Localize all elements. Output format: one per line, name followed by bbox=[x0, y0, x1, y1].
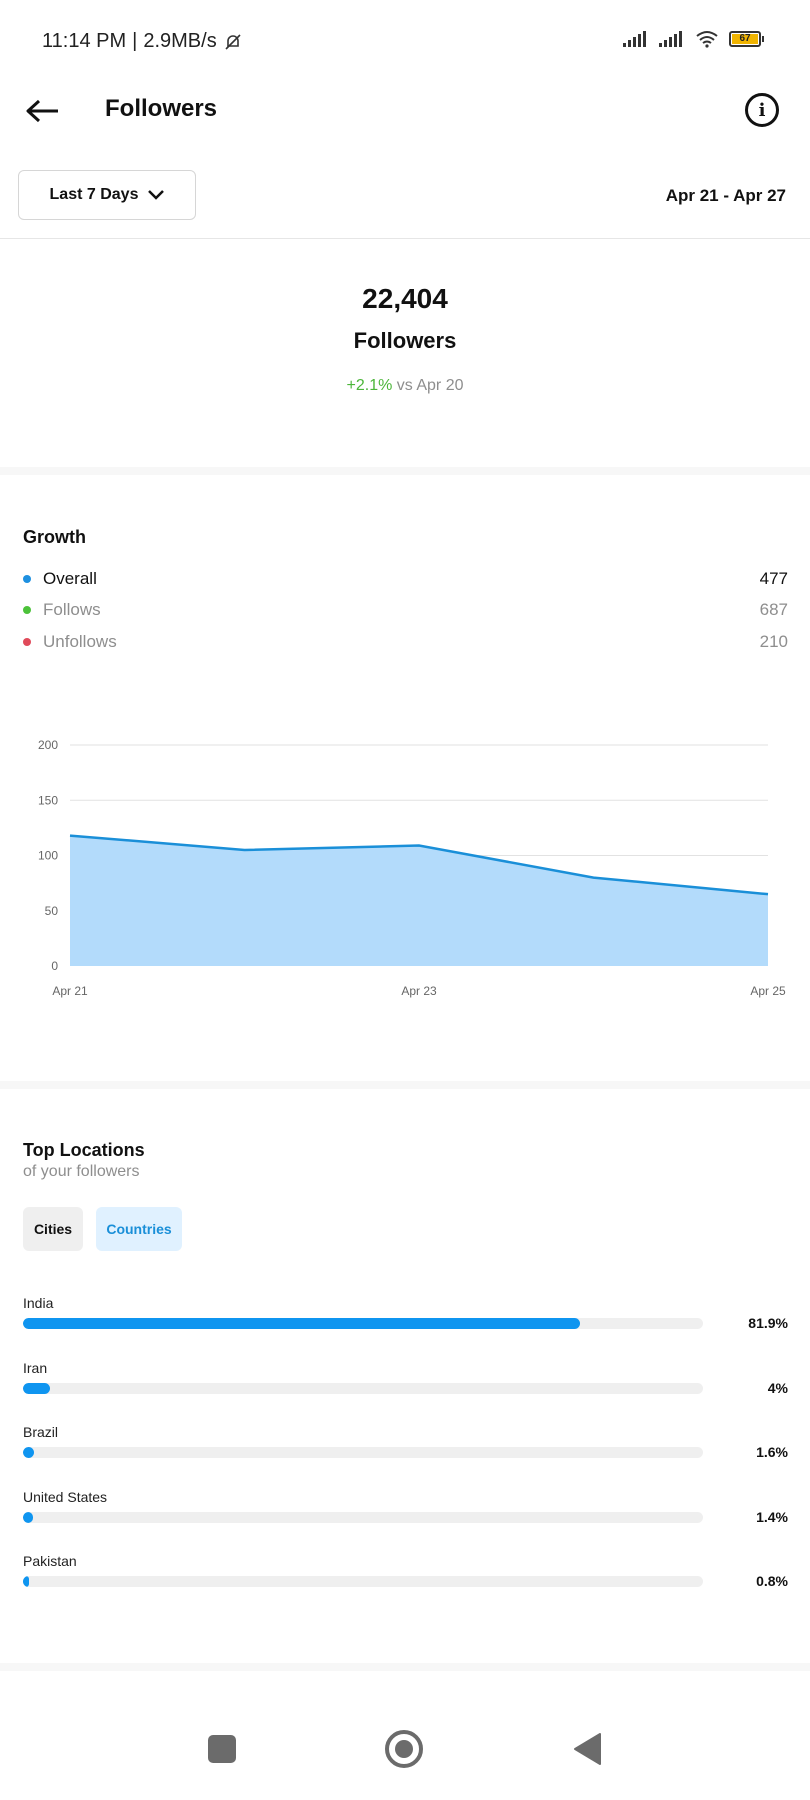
date-range-dropdown-label: Last 7 Days bbox=[49, 186, 139, 203]
legend-dot bbox=[23, 575, 31, 583]
y-tick-label: 100 bbox=[38, 849, 58, 863]
location-percent: 4% bbox=[767, 1379, 788, 1396]
battery-icon: 67 bbox=[729, 31, 764, 47]
page-title: Followers bbox=[105, 95, 218, 122]
location-name: Brazil bbox=[23, 1424, 59, 1440]
tab-countries[interactable]: Countries bbox=[96, 1207, 182, 1251]
top-locations-subtitle: of your followers bbox=[23, 1163, 140, 1180]
section-separator bbox=[0, 1081, 810, 1089]
location-bar-fill bbox=[23, 1511, 33, 1523]
section-separator bbox=[0, 467, 810, 475]
follower-count: 22,404 bbox=[362, 283, 448, 314]
legend-value: 477 bbox=[759, 569, 788, 588]
location-name: United States bbox=[23, 1488, 108, 1505]
section-separator bbox=[0, 1663, 810, 1671]
location-bar-track bbox=[23, 1318, 703, 1329]
location-bar-track bbox=[23, 1382, 703, 1394]
mute-bell-icon bbox=[225, 33, 241, 50]
info-button[interactable]: i bbox=[745, 93, 779, 127]
status-bar-right: 67 bbox=[623, 30, 764, 48]
legend-follows: Follows 687 bbox=[23, 598, 788, 622]
battery-level: 67 bbox=[732, 34, 758, 44]
x-tick-label: Apr 23 bbox=[401, 984, 437, 998]
status-bar-left: 11:14 PM | 2.9MB/s bbox=[42, 30, 243, 53]
arrow-left-icon bbox=[26, 99, 58, 123]
location-bar-fill bbox=[23, 1576, 29, 1587]
circle-home-icon bbox=[385, 1730, 423, 1768]
location-percent: 81.9% bbox=[748, 1315, 788, 1331]
growth-title: Growth bbox=[23, 527, 86, 547]
area-fill bbox=[70, 835, 768, 966]
legend-dot bbox=[23, 606, 31, 614]
legend-overall: Overall 477 bbox=[23, 567, 788, 591]
date-range-text: Apr 21 - Apr 27 bbox=[665, 186, 786, 205]
y-tick-label: 0 bbox=[51, 959, 58, 973]
x-tick-label: Apr 21 bbox=[52, 984, 88, 998]
wifi-icon bbox=[696, 31, 718, 48]
location-bar-track bbox=[23, 1576, 703, 1587]
y-tick-label: 200 bbox=[38, 738, 58, 752]
location-name: India bbox=[23, 1295, 54, 1311]
network-speed: 2.9MB/s bbox=[143, 30, 217, 52]
location-percent: 1.6% bbox=[756, 1444, 788, 1460]
nav-back-button[interactable] bbox=[572, 1732, 602, 1766]
location-bar-track bbox=[23, 1447, 703, 1458]
location-bar-fill bbox=[23, 1382, 51, 1394]
recents-button[interactable] bbox=[208, 1735, 236, 1763]
date-range-dropdown[interactable]: Last 7 Days bbox=[18, 170, 196, 220]
divider bbox=[0, 238, 810, 239]
status-separator: | bbox=[132, 30, 138, 52]
tab-cities[interactable]: Cities bbox=[23, 1207, 83, 1251]
legend-value: 210 bbox=[759, 632, 788, 651]
location-percent: 1.4% bbox=[756, 1508, 788, 1525]
follower-change: +2.1% vs Apr 20 bbox=[0, 377, 810, 395]
legend-value: 687 bbox=[759, 600, 788, 619]
legend-label: Follows bbox=[43, 600, 101, 619]
legend-dot bbox=[23, 638, 31, 646]
y-tick-label: 150 bbox=[38, 793, 58, 807]
legend-label: Unfollows bbox=[43, 632, 117, 651]
growth-chart: 0 50 100 150 200 Apr 21 Apr 23 Apr 25 bbox=[38, 738, 786, 998]
location-name: Pakistan bbox=[23, 1553, 77, 1569]
triangle-back-icon bbox=[574, 1733, 601, 1765]
signal-icon bbox=[623, 31, 646, 47]
location-name: Iran bbox=[23, 1359, 48, 1376]
home-button[interactable] bbox=[384, 1729, 424, 1769]
location-bar-track bbox=[23, 1511, 703, 1523]
location-bar-fill bbox=[23, 1318, 580, 1329]
follower-count-label: Followers bbox=[353, 328, 457, 353]
follower-change-comparison: vs Apr 20 bbox=[396, 377, 464, 394]
top-locations-title: Top Locations bbox=[23, 1140, 145, 1160]
status-time: 11:14 PM bbox=[42, 30, 127, 52]
chevron-down-icon bbox=[148, 190, 165, 200]
location-bar-fill bbox=[23, 1447, 34, 1458]
back-button[interactable] bbox=[22, 90, 64, 132]
x-tick-label: Apr 25 bbox=[750, 984, 786, 998]
location-percent: 0.8% bbox=[756, 1573, 788, 1589]
info-icon: i bbox=[758, 99, 766, 121]
legend-unfollows: Unfollows 210 bbox=[23, 630, 788, 654]
y-tick-label: 50 bbox=[45, 904, 59, 918]
legend-label: Overall bbox=[43, 569, 97, 588]
follower-change-percent: +2.1% bbox=[346, 377, 393, 394]
signal-icon-2 bbox=[659, 31, 682, 47]
